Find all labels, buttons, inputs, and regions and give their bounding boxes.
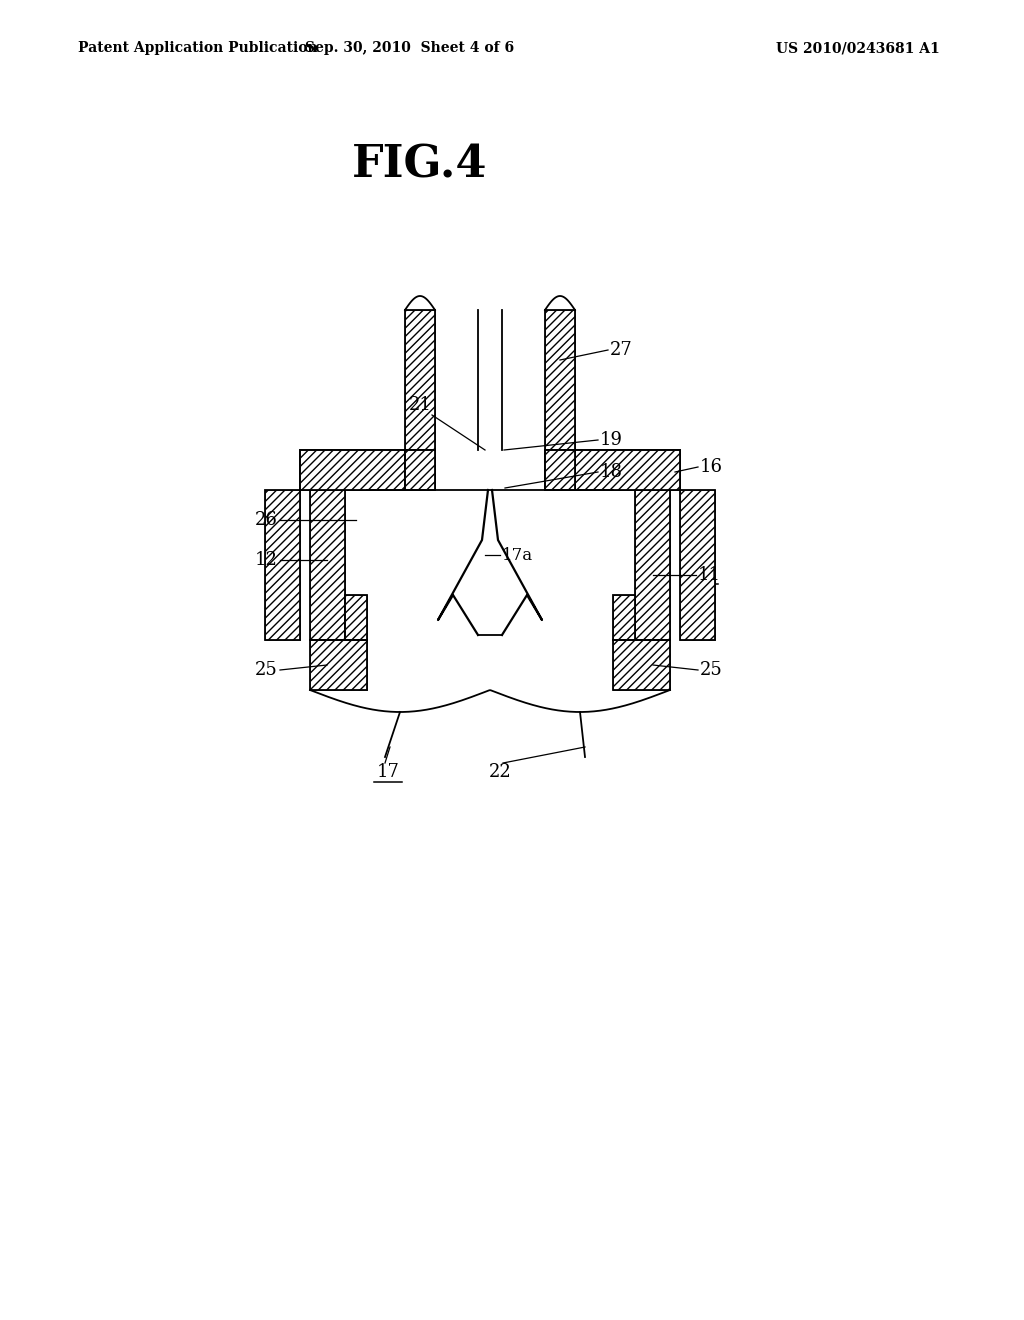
Text: Sep. 30, 2010  Sheet 4 of 6: Sep. 30, 2010 Sheet 4 of 6 — [305, 41, 515, 55]
Bar — [406, 310, 435, 450]
Bar — [575, 450, 680, 490]
Bar — [310, 640, 367, 690]
Bar — [635, 490, 670, 640]
Bar — [265, 490, 300, 640]
Bar — [310, 490, 345, 640]
Text: 21: 21 — [409, 396, 431, 414]
Text: 25: 25 — [700, 661, 723, 678]
Text: 17a: 17a — [502, 546, 534, 564]
Text: US 2010/0243681 A1: US 2010/0243681 A1 — [776, 41, 940, 55]
Bar — [613, 640, 670, 690]
Text: 26: 26 — [255, 511, 278, 529]
Bar — [367, 490, 613, 640]
Text: 16: 16 — [700, 458, 723, 477]
Bar — [406, 450, 435, 490]
Bar — [545, 450, 575, 490]
Text: 19: 19 — [600, 432, 623, 449]
Bar — [310, 490, 345, 640]
Text: 27: 27 — [610, 341, 633, 359]
Bar — [575, 450, 680, 490]
Bar — [613, 595, 635, 640]
Bar — [300, 450, 406, 490]
Bar — [300, 450, 406, 490]
Bar — [310, 640, 367, 690]
Bar — [265, 490, 300, 640]
Text: 25: 25 — [255, 661, 278, 678]
Bar — [635, 490, 670, 640]
Bar — [300, 450, 680, 490]
Text: Patent Application Publication: Patent Application Publication — [78, 41, 317, 55]
Bar — [613, 640, 670, 690]
Bar — [545, 450, 575, 490]
Text: 12: 12 — [255, 550, 278, 569]
Bar — [345, 595, 367, 640]
Bar — [406, 450, 435, 490]
Bar — [680, 490, 715, 640]
Bar — [406, 450, 435, 490]
Text: FIG.4: FIG.4 — [352, 144, 487, 186]
Bar — [575, 450, 680, 490]
Bar — [545, 310, 575, 450]
Bar — [545, 450, 575, 490]
Text: 18: 18 — [600, 463, 623, 480]
Text: 17: 17 — [377, 763, 399, 781]
Text: 22: 22 — [488, 763, 511, 781]
Bar — [575, 450, 680, 490]
Bar — [545, 450, 575, 490]
Bar — [300, 450, 406, 490]
Bar — [545, 310, 575, 450]
Bar — [406, 450, 435, 490]
Bar — [613, 595, 635, 640]
Text: 11: 11 — [698, 566, 721, 583]
Bar — [680, 490, 715, 640]
Bar — [345, 595, 367, 640]
Bar — [406, 310, 435, 450]
Bar — [300, 450, 406, 490]
